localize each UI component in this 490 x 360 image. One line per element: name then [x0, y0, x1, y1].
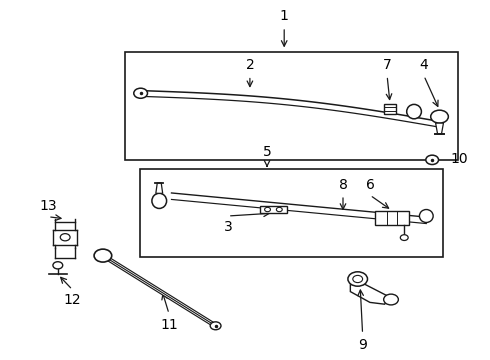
Circle shape	[53, 262, 63, 269]
Circle shape	[265, 207, 270, 212]
Circle shape	[134, 88, 147, 98]
Polygon shape	[436, 123, 443, 134]
Text: 11: 11	[160, 318, 178, 332]
Polygon shape	[350, 284, 390, 304]
Text: 12: 12	[64, 293, 81, 307]
Circle shape	[210, 322, 221, 330]
Text: 6: 6	[366, 177, 374, 192]
Circle shape	[94, 249, 112, 262]
Circle shape	[276, 207, 282, 212]
Text: 7: 7	[383, 58, 392, 72]
Bar	[125, 52, 458, 160]
Circle shape	[384, 294, 398, 305]
Circle shape	[426, 155, 439, 165]
Circle shape	[431, 110, 448, 123]
Text: 4: 4	[419, 58, 428, 72]
Bar	[375, 211, 409, 225]
Circle shape	[400, 235, 408, 240]
Text: 1: 1	[280, 9, 289, 23]
Ellipse shape	[419, 210, 433, 222]
Circle shape	[353, 275, 363, 283]
Text: 8: 8	[339, 177, 347, 192]
Text: 2: 2	[245, 58, 254, 72]
Text: 3: 3	[223, 220, 232, 234]
Polygon shape	[156, 183, 163, 193]
Bar	[140, 169, 443, 257]
Ellipse shape	[407, 104, 421, 119]
Bar	[260, 206, 287, 213]
Bar	[384, 104, 396, 114]
Text: 10: 10	[451, 152, 468, 166]
Ellipse shape	[152, 193, 167, 208]
Circle shape	[348, 272, 368, 286]
Circle shape	[60, 234, 70, 241]
Text: 9: 9	[358, 338, 367, 352]
Text: 5: 5	[263, 145, 271, 159]
Text: 13: 13	[39, 199, 57, 213]
